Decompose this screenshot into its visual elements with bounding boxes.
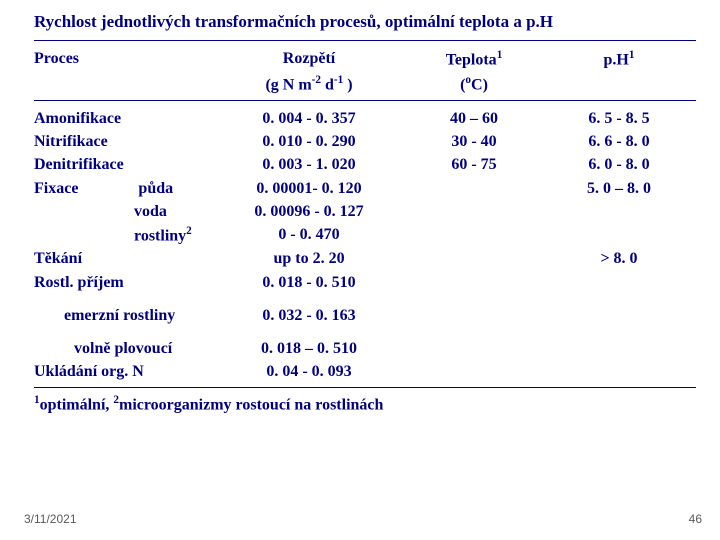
cell-temp: 40 – 60 — [394, 107, 554, 130]
cell-ph: > 8. 0 — [554, 247, 684, 270]
cell-process: Denitrifikace — [34, 153, 224, 176]
footnote: 1optimální, 2microorganizmy rostoucí na … — [34, 394, 696, 414]
cell-range: 0. 00001- 0. 120 — [224, 177, 394, 200]
cell-process: Rostl. příjem — [34, 271, 224, 294]
cell-ph — [554, 304, 684, 327]
cell-temp: 60 - 75 — [394, 153, 554, 176]
cell-range: 0. 032 - 0. 163 — [224, 304, 394, 327]
cell-temp — [394, 247, 554, 270]
cell-temp — [394, 304, 554, 327]
cell-ph: 6. 0 - 8. 0 — [554, 153, 684, 176]
cell-process: Nitrifikace — [34, 130, 224, 153]
cell-process: emerzní rostliny — [34, 304, 224, 327]
cell-ph — [554, 360, 684, 383]
header-row: Proces Rozpětí Teplota1 p.H1 — [34, 47, 696, 72]
footer: 3/11/2021 46 — [24, 512, 702, 526]
cell-range: 0. 018 - 0. 510 — [224, 271, 394, 294]
table-row: Ukládání org. N0. 04 - 0. 093 — [34, 360, 696, 383]
rule-top — [34, 40, 696, 41]
footer-page: 46 — [689, 512, 702, 526]
header-teplota: Teplota1 — [394, 47, 554, 72]
table-row: Nitrifikace0. 010 - 0. 29030 - 406. 6 - … — [34, 130, 696, 153]
table-row: volně plovoucí0. 018 – 0. 510 — [34, 337, 696, 360]
cell-temp — [394, 177, 554, 200]
cell-range: 0. 010 - 0. 290 — [224, 130, 394, 153]
cell-ph — [554, 271, 684, 294]
cell-temp — [394, 223, 554, 248]
table-row: rostliny20 - 0. 470 — [34, 223, 696, 248]
rule-bottom — [34, 387, 696, 388]
cell-ph — [554, 337, 684, 360]
table-row: voda0. 00096 - 0. 127 — [34, 200, 696, 223]
cell-ph — [554, 223, 684, 248]
table-row: Těkáníup to 2. 20 > 8. 0 — [34, 247, 696, 270]
cell-ph — [554, 200, 684, 223]
cell-ph: 6. 6 - 8. 0 — [554, 130, 684, 153]
cell-temp — [394, 360, 554, 383]
footer-date: 3/11/2021 — [24, 512, 77, 526]
data-table: Proces Rozpětí Teplota1 p.H1 (g N m-2 d-… — [34, 47, 696, 388]
unit-rozpeti: (g N m-2 d-1 ) — [224, 72, 394, 97]
cell-process: volně plovoucí — [34, 337, 224, 360]
cell-range: 0. 004 - 0. 357 — [224, 107, 394, 130]
table-row: emerzní rostliny0. 032 - 0. 163 — [34, 304, 696, 327]
rows-main: Amonifikace0. 004 - 0. 35740 – 606. 5 - … — [34, 107, 696, 294]
cell-process: Ukládání org. N — [34, 360, 224, 383]
cell-temp — [394, 337, 554, 360]
table-row: Denitrifikace0. 003 - 1. 02060 - 756. 0 … — [34, 153, 696, 176]
cell-process: Fixacepůda — [34, 177, 224, 200]
cell-temp: 30 - 40 — [394, 130, 554, 153]
cell-ph: 6. 5 - 8. 5 — [554, 107, 684, 130]
cell-range: 0. 00096 - 0. 127 — [224, 200, 394, 223]
cell-range: 0. 018 – 0. 510 — [224, 337, 394, 360]
header-rozpeti: Rozpětí — [224, 47, 394, 72]
cell-temp — [394, 200, 554, 223]
cell-range: 0 - 0. 470 — [224, 223, 394, 248]
cell-process: rostliny2 — [34, 223, 224, 248]
cell-range: up to 2. 20 — [224, 247, 394, 270]
unit-teplota: (oC) — [394, 72, 554, 97]
header-ph: p.H1 — [554, 47, 684, 72]
rows-group-2: emerzní rostliny0. 032 - 0. 163 — [34, 304, 696, 327]
cell-range: 0. 04 - 0. 093 — [224, 360, 394, 383]
rule-mid — [34, 100, 696, 101]
table-row: Fixacepůda0. 00001- 0. 120 5. 0 – 8. 0 — [34, 177, 696, 200]
table-row: Amonifikace0. 004 - 0. 35740 – 606. 5 - … — [34, 107, 696, 130]
cell-process: Amonifikace — [34, 107, 224, 130]
unit-row: (g N m-2 d-1 ) (oC) — [34, 72, 696, 97]
cell-process: Těkání — [34, 247, 224, 270]
table-row: Rostl. příjem0. 018 - 0. 510 — [34, 271, 696, 294]
cell-ph: 5. 0 – 8. 0 — [554, 177, 684, 200]
cell-process: voda — [34, 200, 224, 223]
cell-range: 0. 003 - 1. 020 — [224, 153, 394, 176]
slide-title: Rychlost jednotlivých transformačních pr… — [34, 12, 696, 32]
cell-temp — [394, 271, 554, 294]
header-proces: Proces — [34, 47, 224, 72]
rows-group-3: volně plovoucí0. 018 – 0. 510Ukládání or… — [34, 337, 696, 383]
